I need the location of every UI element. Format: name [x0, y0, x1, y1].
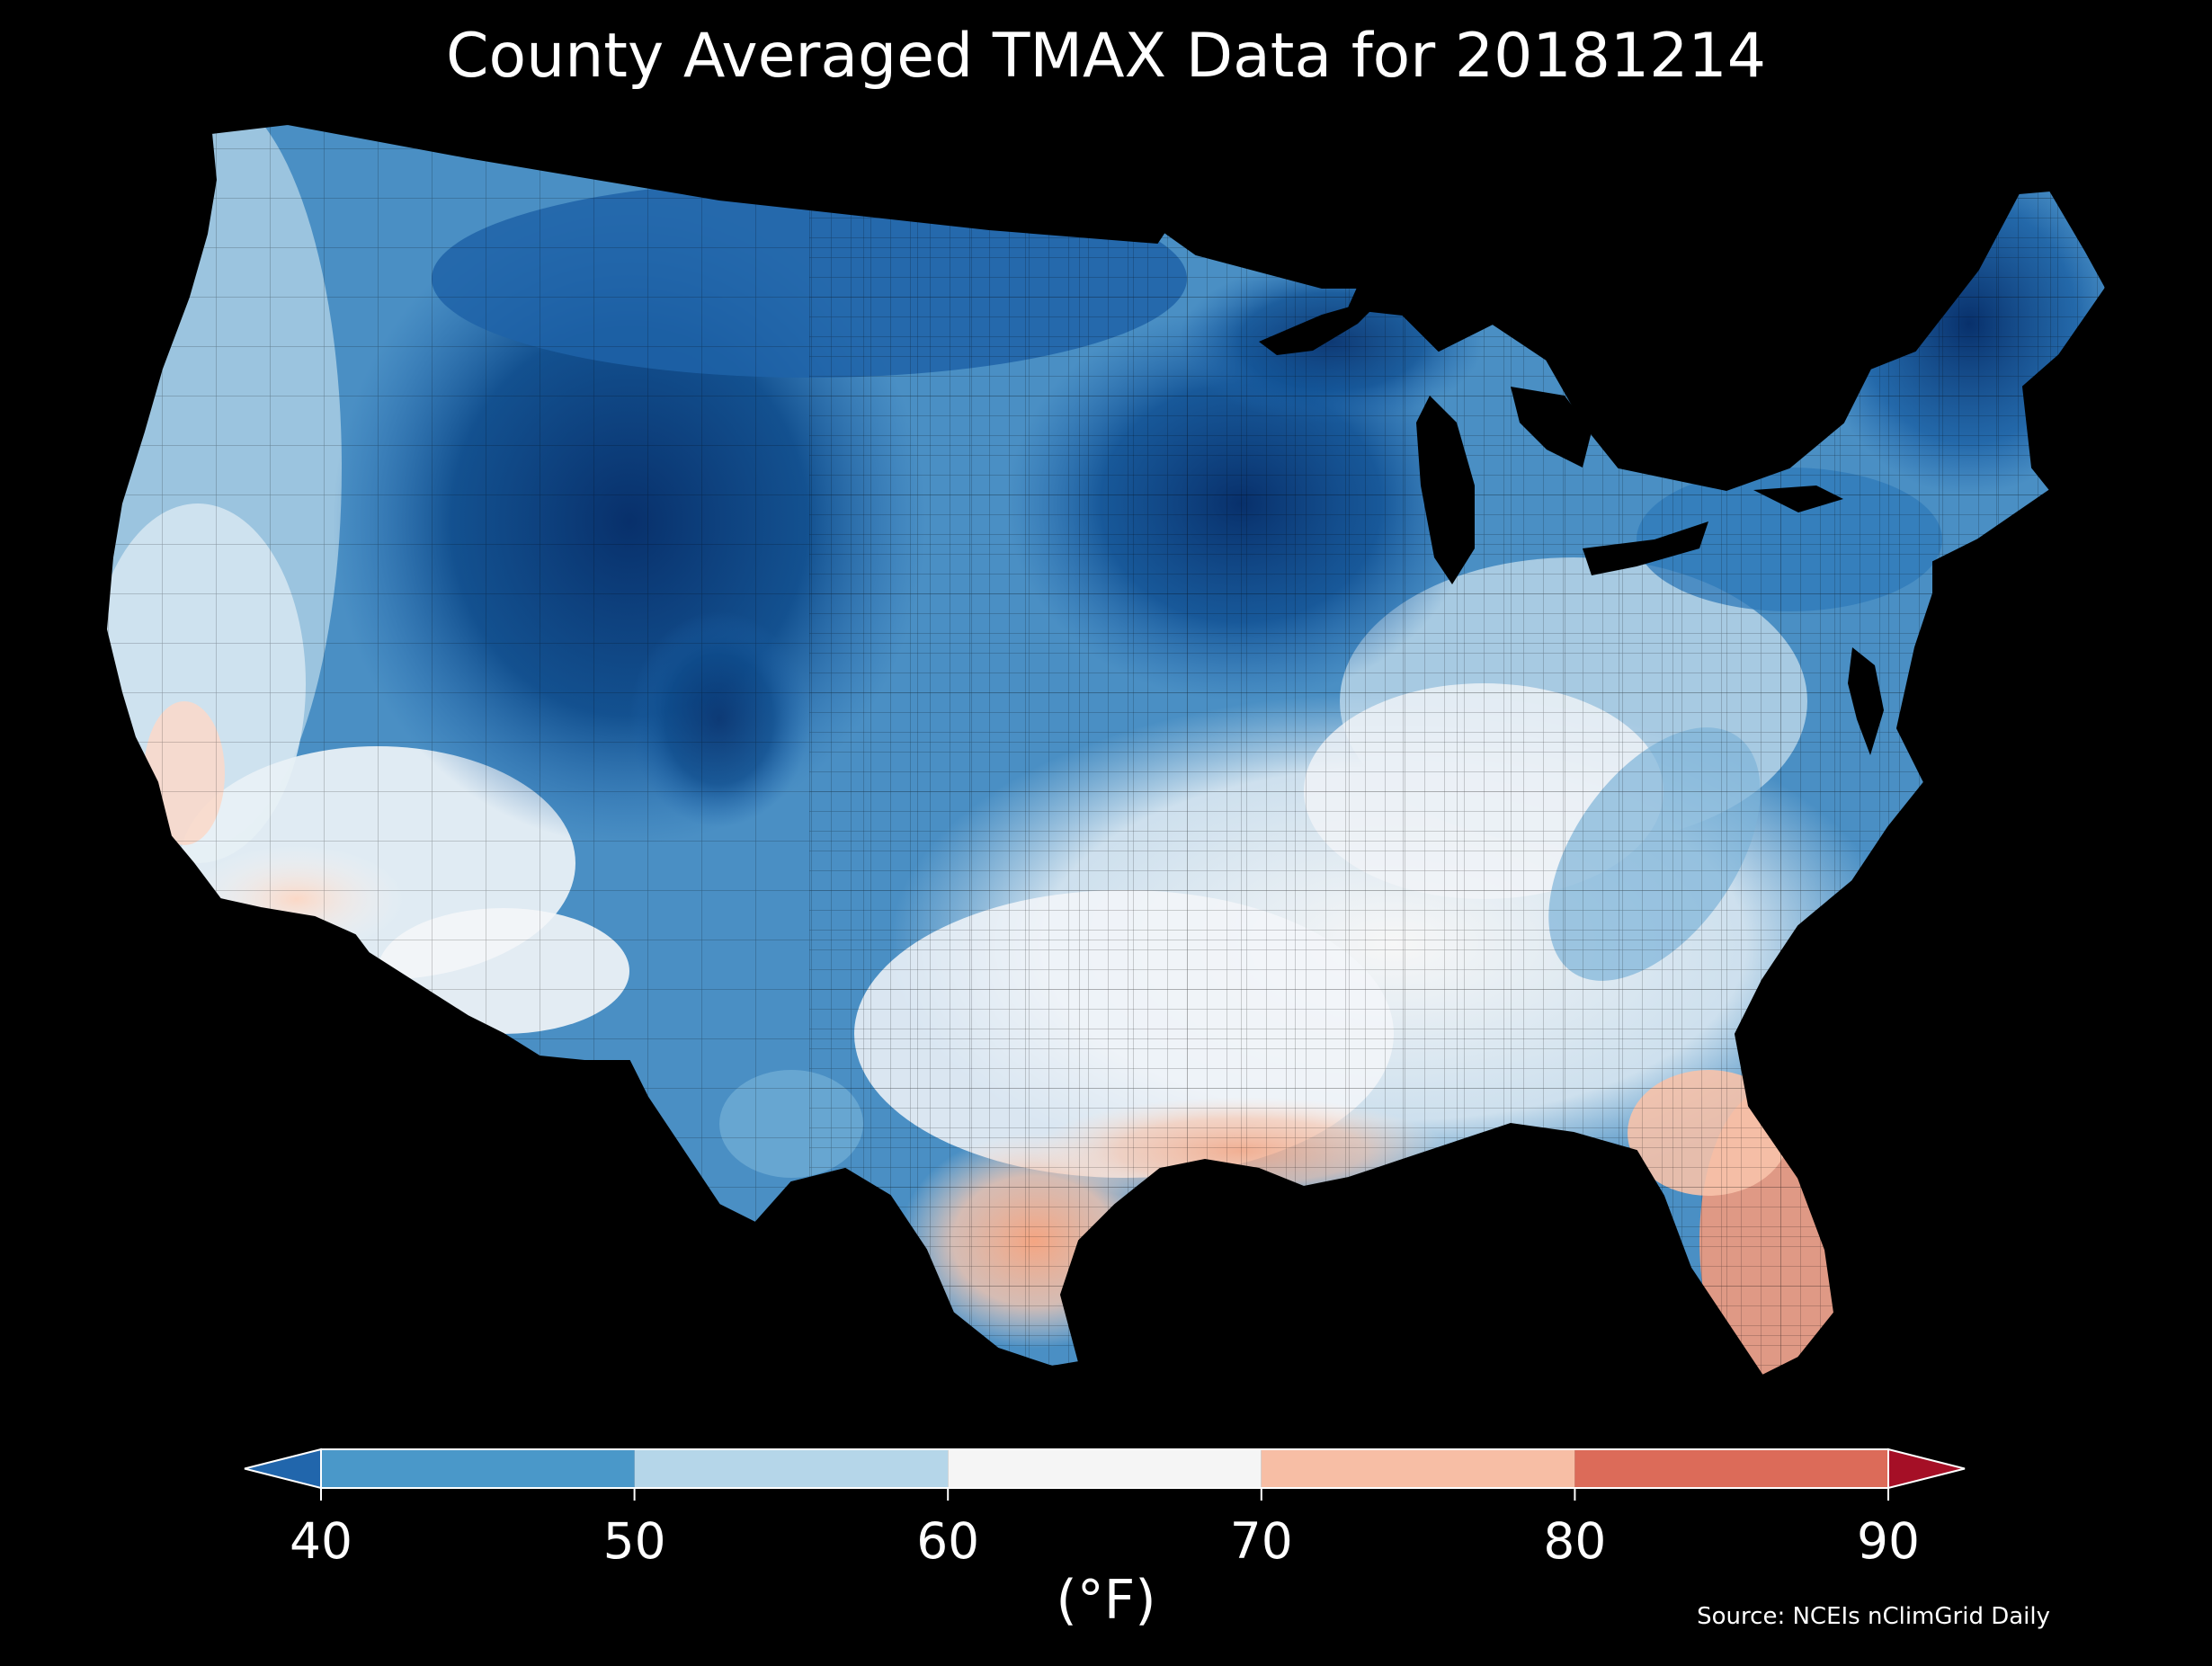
water-bodies — [1259, 297, 1884, 755]
map-title: County Averaged TMAX Data for 20181214 — [446, 21, 1766, 92]
colorbar-tick-label: 90 — [1857, 1512, 1920, 1570]
colorbar-tick-label: 80 — [1543, 1512, 1606, 1570]
colorbar-bin-1 — [634, 1449, 949, 1488]
colorbar-bin-4 — [1574, 1449, 1888, 1488]
colorbar-under-arrow — [244, 1448, 322, 1490]
colorbar-bin-0 — [321, 1449, 635, 1488]
colorbar-tick-label: 50 — [603, 1512, 666, 1570]
colorbar-tick-label: 60 — [916, 1512, 979, 1570]
colorbar-bins — [244, 1448, 1966, 1490]
colorbar-ticks: 40 50 60 70 80 90 — [290, 1488, 1920, 1570]
colorbar-units-label: (°F) — [1056, 1569, 1156, 1632]
colorbar-tick-label: 40 — [290, 1512, 352, 1570]
colorbar-bin-2 — [948, 1449, 1262, 1488]
colorbar-tick-label: 70 — [1230, 1512, 1293, 1570]
colorbar-frame — [320, 1448, 1889, 1489]
colorbar-bin-3 — [1261, 1449, 1575, 1488]
source-note: Source: NCEIs nClimGrid Daily — [1697, 1603, 2050, 1630]
us-outline — [104, 122, 2108, 1377]
colorbar-over-arrow — [1887, 1448, 1966, 1490]
